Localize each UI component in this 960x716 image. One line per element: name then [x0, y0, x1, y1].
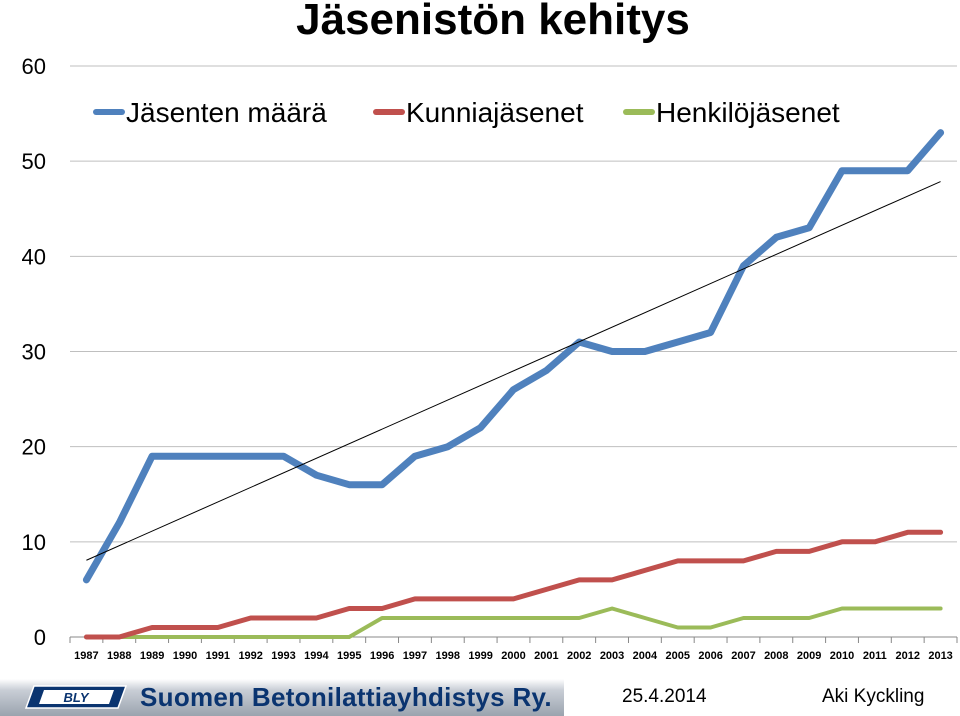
series-line-1 [83, 529, 944, 640]
x-tick-label-1997: 1997 [403, 650, 427, 662]
series-line-0 [82, 129, 945, 584]
x-tick-label-1992: 1992 [238, 650, 262, 662]
x-tick-label-1987: 1987 [74, 650, 98, 662]
x-tick-label-2002: 2002 [567, 650, 591, 662]
x-tick-label-2009: 2009 [797, 650, 821, 662]
x-tick-label-1988: 1988 [107, 650, 131, 662]
x-tick-label-2008: 2008 [764, 650, 788, 662]
x-tick-label-1990: 1990 [173, 650, 197, 662]
x-tick-label-2001: 2001 [534, 650, 558, 662]
x-tick-label-2012: 2012 [895, 650, 919, 662]
x-tick-label-2006: 2006 [698, 650, 722, 662]
x-tick-label-2005: 2005 [666, 650, 690, 662]
x-tick-label-2007: 2007 [731, 650, 755, 662]
footer-date: 25.4.2014 [622, 686, 707, 707]
bly-logo: BLY [24, 685, 128, 709]
legend-label-0: Jäsenten määrä [126, 97, 327, 128]
y-tick-label-30: 30 [22, 340, 46, 365]
y-tick-label-50: 50 [22, 149, 46, 174]
footer-author: Aki Kyckling [822, 686, 925, 707]
x-tick-label-1993: 1993 [271, 650, 295, 662]
x-tick-label-1989: 1989 [140, 650, 164, 662]
x-tick-label-2010: 2010 [830, 650, 854, 662]
x-tick-label-1994: 1994 [304, 650, 329, 662]
x-tick-label-2013: 2013 [928, 650, 952, 662]
x-tick-label-1999: 1999 [468, 650, 492, 662]
y-tick-label-20: 20 [22, 435, 46, 460]
page-title: Jäsenistön kehitys [296, 0, 690, 44]
x-tick-label-1991: 1991 [206, 650, 230, 662]
x-tick-label-2000: 2000 [501, 650, 525, 662]
x-tick-label-1996: 1996 [370, 650, 394, 662]
y-tick-label-60: 60 [22, 54, 46, 79]
legend-label-2: Henkilöjäsenet [656, 97, 840, 128]
organization-name: Suomen Betonilattiayhdistys Ry. [140, 682, 552, 712]
legend-label-1: Kunniajäsenet [406, 97, 584, 128]
y-tick-label-0: 0 [34, 625, 46, 650]
trendline [86, 181, 941, 561]
x-tick-label-2011: 2011 [863, 650, 887, 662]
x-tick-label-2004: 2004 [633, 650, 658, 662]
y-tick-label-40: 40 [22, 244, 46, 269]
logo-text: BLY [63, 690, 89, 705]
x-tick-label-1998: 1998 [436, 650, 460, 662]
x-tick-label-2003: 2003 [600, 650, 624, 662]
x-tick-label-1995: 1995 [337, 650, 361, 662]
y-tick-label-10: 10 [22, 530, 46, 555]
series-line-2 [84, 606, 943, 639]
